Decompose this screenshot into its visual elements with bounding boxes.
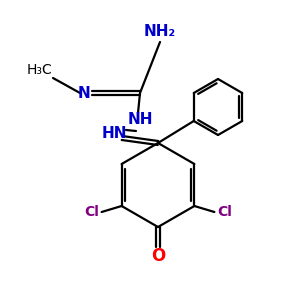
Text: Cl: Cl [84,205,99,219]
Text: Cl: Cl [217,205,232,219]
Text: NH: NH [127,112,153,127]
Text: HN: HN [101,127,127,142]
Text: N: N [78,85,90,100]
Text: O: O [151,247,165,265]
Text: H₃C: H₃C [27,63,53,77]
Text: NH₂: NH₂ [144,25,176,40]
